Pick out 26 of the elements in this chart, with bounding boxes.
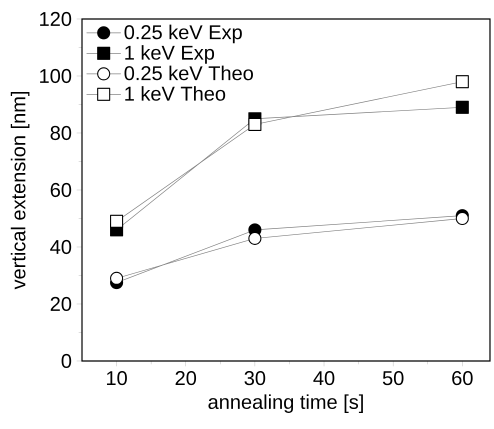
y-axis-title: vertical extension [nm]	[10, 92, 30, 290]
y-tick-label: 80	[50, 126, 72, 140]
y-tick-label: 40	[50, 240, 72, 254]
legend-label: 0.25 keV Exp	[124, 24, 242, 44]
point	[110, 272, 124, 285]
x-axis-title: annealing time [s]	[208, 394, 363, 413]
x-tick-label: 60	[452, 371, 473, 386]
point	[248, 118, 262, 131]
point	[456, 100, 469, 114]
y-tick-label: 100	[40, 68, 72, 84]
x-tick-label: 40	[313, 371, 334, 386]
legend-label: 1 keV Theo	[125, 86, 226, 101]
x-tick-label: 50	[382, 371, 404, 386]
point	[456, 212, 469, 226]
point	[248, 232, 262, 245]
x-tick-label: 20	[176, 371, 196, 386]
x-tick-label: 30	[244, 371, 266, 386]
point	[110, 214, 124, 228]
y-tick-label: 60	[50, 182, 72, 198]
y-tick-label: 0	[62, 354, 72, 368]
x-tick-label: 10	[106, 371, 127, 386]
y-tick-label: 120	[40, 12, 72, 26]
legend-label: 0.25 keV Theo	[124, 66, 253, 80]
legend-label: 1 keV Exp	[125, 45, 214, 64]
point	[456, 75, 469, 88]
y-tick-label: 20	[50, 296, 72, 312]
